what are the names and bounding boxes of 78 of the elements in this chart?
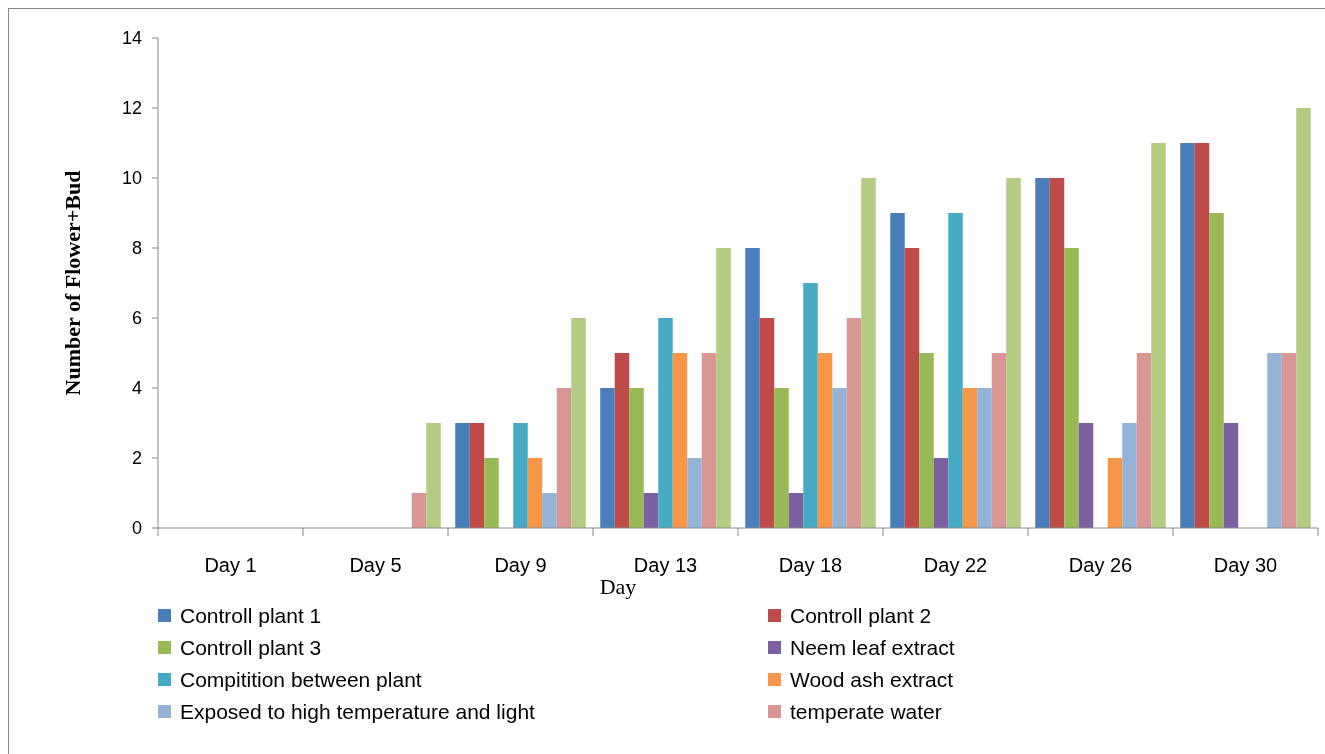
bar (1180, 143, 1195, 528)
x-tick-label: Day 1 (204, 554, 257, 576)
bar (977, 388, 992, 528)
bar (1078, 423, 1094, 528)
x-tick-label: Day 5 (349, 554, 402, 576)
bar (1151, 143, 1166, 528)
bar (629, 388, 644, 528)
bar (1209, 213, 1224, 528)
bar (527, 458, 543, 528)
bar (1136, 353, 1152, 528)
y-tick-label: 4 (131, 378, 142, 399)
y-axis-title: Number of Flower+Bud (60, 170, 85, 396)
bar (542, 493, 557, 528)
bar (469, 423, 485, 528)
bar (1035, 178, 1050, 528)
bar (1281, 353, 1297, 528)
bar (1049, 178, 1065, 528)
x-axis-title: Day (599, 574, 637, 599)
bar (788, 493, 804, 528)
bar (643, 493, 659, 528)
bar (1064, 248, 1079, 528)
bar (687, 458, 702, 528)
legend-label: Controll plant 2 (790, 604, 932, 628)
bar (904, 248, 920, 528)
y-tick-label: 10 (121, 168, 142, 189)
bar (716, 248, 731, 528)
bar (1107, 458, 1123, 528)
bar (701, 353, 717, 528)
y-tick-label: 14 (121, 28, 142, 49)
bar (745, 248, 760, 528)
legend-label: Compitition between plant (180, 668, 422, 692)
bar (571, 318, 586, 528)
bar (774, 388, 789, 528)
x-tick-label: Day 18 (778, 554, 843, 576)
bar (411, 493, 427, 528)
x-tick-label: Day 26 (1068, 554, 1133, 576)
legend-label: Controll plant 3 (180, 636, 322, 660)
bar (1296, 108, 1311, 528)
bar (1267, 353, 1282, 528)
y-tick-label: 6 (131, 308, 142, 329)
bar (933, 458, 949, 528)
bar (484, 458, 499, 528)
legend-label: Wood ash extract (790, 668, 954, 692)
bar (759, 318, 775, 528)
y-tick-label: 0 (131, 518, 142, 539)
bar (846, 318, 862, 528)
y-tick-label: 12 (121, 98, 142, 119)
bar (890, 213, 905, 528)
x-tick-label: Day 13 (633, 554, 698, 576)
bar (614, 353, 630, 528)
x-tick-label: Day 30 (1213, 554, 1278, 576)
bar (1006, 178, 1021, 528)
bar (803, 283, 818, 528)
bar (455, 423, 470, 528)
bar (426, 423, 441, 528)
bar (948, 213, 963, 528)
bar (817, 353, 833, 528)
x-tick-label: Day 22 (923, 554, 988, 576)
legend-label: Neem leaf extract (790, 636, 955, 660)
bar (600, 388, 615, 528)
bar (962, 388, 978, 528)
legend-label: Exposed to high temperature and light (180, 700, 536, 724)
bar (991, 353, 1007, 528)
y-tick-label: 8 (131, 238, 142, 259)
bar (672, 353, 688, 528)
legend-label: Controll plant 1 (180, 604, 322, 628)
legend-label: temperate water (790, 700, 942, 724)
bar (919, 353, 934, 528)
bar (556, 388, 572, 528)
bar (1122, 423, 1137, 528)
bar (832, 388, 847, 528)
y-tick-label: 2 (131, 448, 142, 469)
x-tick-label: Day 9 (494, 554, 547, 576)
bar (1194, 143, 1210, 528)
bar (513, 423, 528, 528)
bar (1223, 423, 1239, 528)
bar (861, 178, 876, 528)
bar (658, 318, 673, 528)
